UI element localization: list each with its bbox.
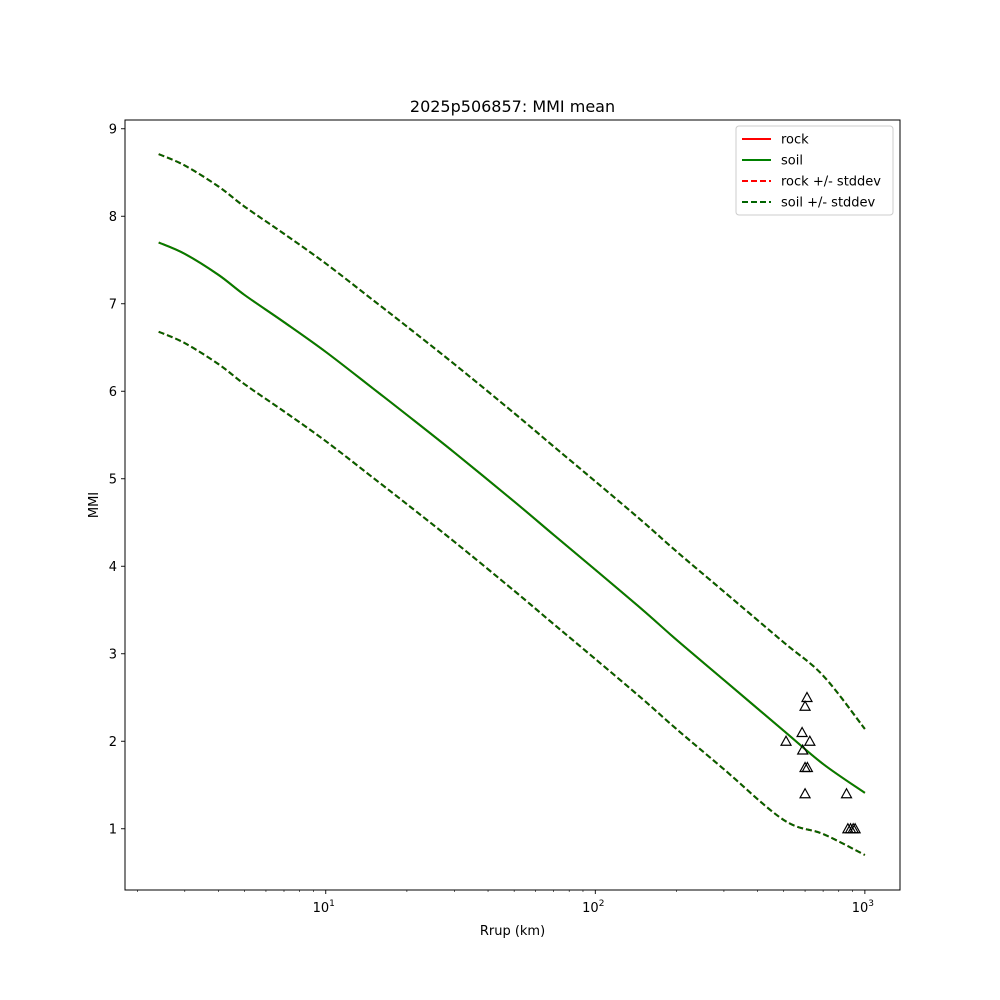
y-tick-label: 3: [109, 647, 117, 662]
x-tick-label: 101: [313, 899, 335, 916]
observation-marker: [799, 787, 812, 799]
observation-marker: [799, 700, 812, 711]
chart-title: 2025p506857: MMI mean: [410, 97, 615, 116]
observation-marker: [780, 735, 793, 746]
y-axis: 1 2 3 4 5 6 7 8 9: [109, 122, 125, 837]
x-axis: 101 102 103: [137, 890, 874, 916]
y-tick-label: 1: [109, 822, 117, 837]
x-tick-label: 102: [582, 899, 604, 916]
x-tick-label: 103: [852, 899, 874, 916]
curve-group: [158, 153, 866, 856]
series-soil-line: [158, 241, 866, 794]
legend: rock soil rock +/- stddev soil +/- stddev: [735, 125, 894, 216]
series-soil-stddev-lower-line: [158, 330, 866, 856]
y-tick-label: 2: [109, 735, 117, 750]
observation-marker: [849, 822, 862, 834]
legend-box: [735, 125, 894, 216]
y-tick-label: 9: [109, 122, 117, 137]
y-tick-label: 6: [109, 385, 117, 400]
observation-marker: [840, 787, 853, 799]
y-axis-title: MMI: [87, 492, 102, 518]
x-axis-title: Rrup (km): [480, 924, 545, 939]
legend-label: rock +/- stddev: [781, 175, 881, 190]
plot-frame: [124, 119, 901, 891]
observation-marker: [801, 761, 814, 773]
observation-marker: [800, 691, 814, 703]
y-tick-label: 4: [109, 560, 117, 575]
observation-marker: [803, 735, 816, 746]
y-tick-label: 7: [109, 297, 117, 312]
series-rock-stddev-upper-line: [158, 153, 866, 730]
observation-markers: [780, 691, 862, 834]
series-soil-stddev-upper-line: [158, 153, 866, 730]
y-tick-label: 5: [109, 472, 117, 487]
legend-label: soil +/- stddev: [781, 196, 876, 211]
observation-marker: [796, 743, 809, 755]
legend-label: rock: [781, 133, 809, 148]
y-tick-label: 8: [109, 210, 117, 225]
legend-label: soil: [781, 154, 803, 169]
observation-marker: [796, 726, 809, 738]
